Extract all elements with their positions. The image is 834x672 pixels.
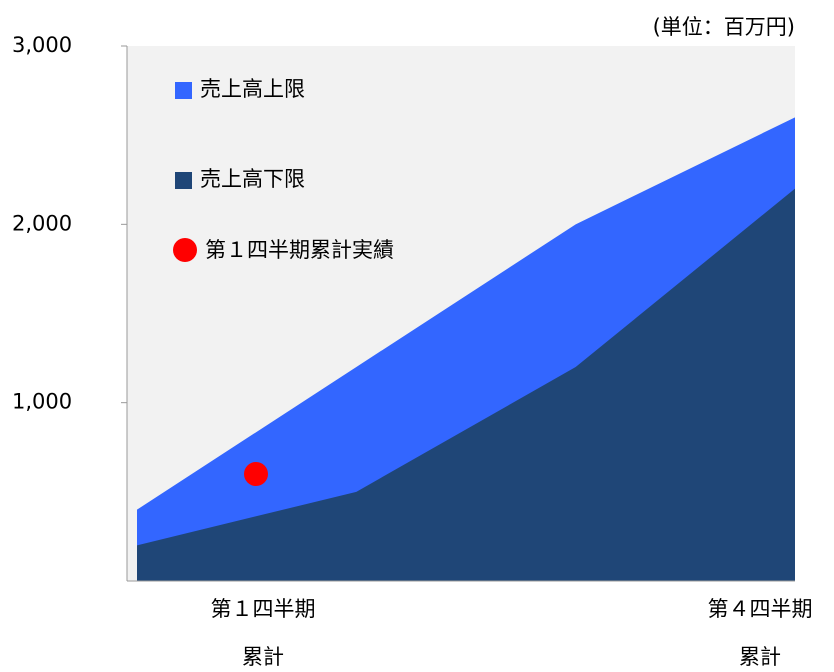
legend-swatch	[175, 82, 192, 99]
y-tick-label: 3,000	[12, 33, 72, 57]
area	[137, 188, 795, 581]
x-tick-label: 累計	[739, 645, 781, 669]
legend-label: 売上高下限	[200, 167, 305, 191]
legend-swatch	[173, 238, 197, 262]
legend-label: 売上高上限	[200, 77, 305, 101]
x-tick-label: 第１四半期	[211, 597, 316, 621]
x-tick-label: 第４四半期	[708, 597, 813, 621]
unit-label: (単位：百万円)	[653, 15, 795, 39]
legend-swatch	[175, 172, 192, 189]
legend-label: 第１四半期累計実績	[205, 238, 394, 262]
y-tick-label: 1,000	[12, 390, 72, 414]
point	[244, 462, 268, 486]
y-tick-label: 2,000	[12, 211, 72, 235]
x-tick-label: 累計	[242, 645, 284, 669]
